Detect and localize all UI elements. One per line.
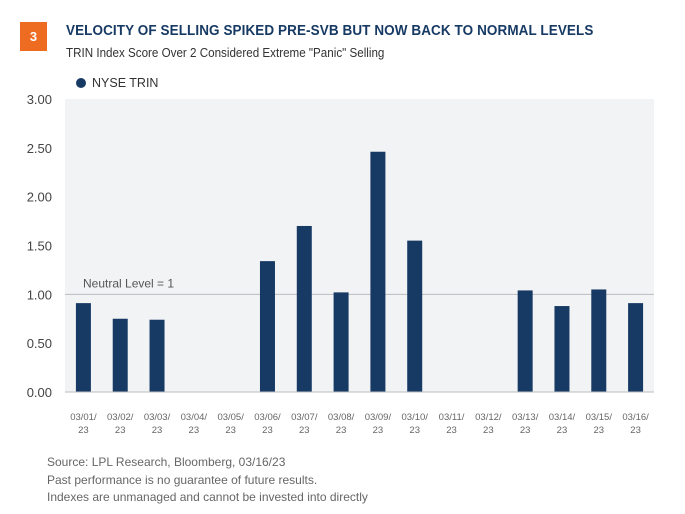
x-tick-label: 03/16/ (622, 412, 649, 423)
bars (75, 151, 644, 392)
bar-03-16-23 (628, 303, 644, 392)
x-tick-label: 03/06/ (254, 412, 281, 423)
y-tick-label: 1.00 (27, 287, 52, 302)
x-tick-label: 03/05/ (217, 412, 244, 423)
x-tick-label: 03/13/ (512, 412, 539, 423)
x-tick-label: 23 (115, 425, 126, 436)
x-tick-label: 23 (336, 425, 347, 436)
x-axis: 03/01/23 03/02/23 03/03/23 03/04/23 03/05/23… (70, 412, 649, 436)
x-tick-label: 03/04/ (181, 412, 208, 423)
x-tick-label: 23 (593, 425, 604, 436)
disclaimer-indexes: Indexes are unmanaged and cannot be inve… (47, 490, 368, 504)
y-tick-label: 2.50 (27, 141, 52, 156)
bar-03-13-23 (517, 290, 533, 392)
y-tick-label: 3.00 (27, 92, 52, 107)
x-tick-label: 23 (299, 425, 310, 436)
x-tick-label: 23 (152, 425, 163, 436)
x-tick-label: 23 (483, 425, 494, 436)
x-tick-label: 03/11/ (439, 412, 465, 423)
bar-03-03-23 (149, 319, 165, 392)
source-note: Source: LPL Research, Bloomberg, 03/16/2… (47, 455, 286, 469)
bar-03-06-23 (259, 261, 275, 392)
x-tick-label: 03/07/ (291, 412, 318, 423)
x-tick-label: 23 (557, 425, 568, 436)
x-tick-label: 23 (78, 425, 89, 436)
y-tick-label: 1.50 (27, 239, 52, 254)
neutral-level-label: Neutral Level = 1 (83, 276, 174, 290)
x-tick-label: 03/12/ (475, 412, 502, 423)
x-tick-label: 03/14/ (549, 412, 576, 423)
bar-03-02-23 (112, 318, 128, 392)
x-tick-label: 23 (225, 425, 236, 436)
bar-03-15-23 (591, 289, 607, 392)
x-tick-label: 03/02/ (107, 412, 134, 423)
bar-03-07-23 (296, 225, 312, 392)
x-tick-label: 03/08/ (328, 412, 355, 423)
x-tick-label: 03/10/ (402, 412, 429, 423)
bar-03-14-23 (554, 306, 570, 392)
bar-03-10-23 (407, 240, 423, 392)
y-axis: 0.00 0.50 1.00 1.50 2.00 2.50 3.00 (27, 92, 52, 400)
y-tick-label: 2.00 (27, 190, 52, 205)
x-tick-label: 23 (262, 425, 273, 436)
x-tick-label: 23 (189, 425, 200, 436)
disclaimer-performance: Past performance is no guarantee of futu… (47, 473, 318, 487)
x-tick-label: 23 (520, 425, 531, 436)
x-tick-label: 23 (630, 425, 641, 436)
x-tick-label: 03/15/ (586, 412, 613, 423)
bar-03-08-23 (333, 292, 349, 392)
chart-number-badge: 3 (20, 22, 47, 51)
x-tick-label: 03/09/ (365, 412, 392, 423)
x-tick-label: 23 (409, 425, 420, 436)
neutral-line-group: Neutral Level = 1 (65, 276, 654, 295)
x-tick-label: 03/01/ (70, 412, 97, 423)
legend-marker-icon (76, 78, 86, 88)
y-tick-label: 0.00 (27, 385, 52, 400)
x-tick-label: 23 (373, 425, 384, 436)
legend: NYSE TRIN (76, 76, 158, 90)
x-tick-label: 23 (446, 425, 457, 436)
y-tick-label: 0.50 (27, 336, 52, 351)
chart-title: VELOCITY OF SELLING SPIKED PRE-SVB BUT N… (66, 23, 594, 39)
legend-label: NYSE TRIN (92, 76, 159, 90)
bar-03-09-23 (370, 151, 386, 392)
chart-subtitle: TRIN Index Score Over 2 Considered Extre… (66, 46, 385, 60)
x-tick-label: 03/03/ (144, 412, 171, 423)
bar-03-01-23 (75, 303, 91, 392)
